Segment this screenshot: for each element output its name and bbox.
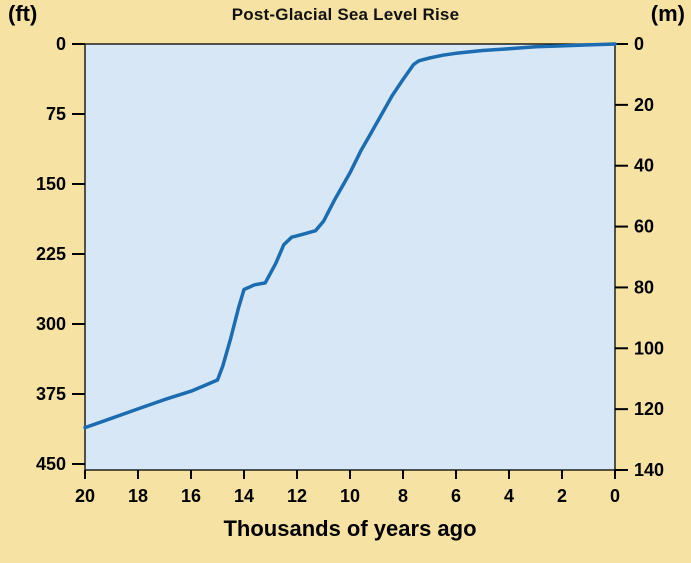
chart-title: Post-Glacial Sea Level Rise [231,5,460,24]
x-axis-tick-label: 8 [398,486,408,506]
left-axis-tick-label: 0 [56,34,66,54]
right-axis-tick-label: 80 [634,277,654,297]
left-axis-tick-label: 375 [36,384,66,404]
right-axis-tick-label: 20 [634,95,654,115]
x-axis-tick-label: 14 [234,486,254,506]
x-axis-tick-label: 4 [504,486,514,506]
right-axis-tick-label: 0 [634,34,644,54]
x-axis-tick-label: 12 [287,486,307,506]
left-axis-tick-label: 75 [46,104,66,124]
right-axis-tick-label: 40 [634,156,654,176]
left-axis-tick-label: 150 [36,174,66,194]
x-axis-label: Thousands of years ago [223,516,477,541]
right-axis-tick-label: 120 [634,399,664,419]
right-axis-unit: (m) [650,1,685,26]
left-axis-tick-label: 300 [36,314,66,334]
left-axis-unit: (ft) [8,1,38,26]
x-axis-tick-label: 0 [610,486,620,506]
left-axis-tick-label: 450 [36,454,66,474]
x-axis-tick-label: 16 [181,486,201,506]
x-axis-tick-label: 6 [451,486,461,506]
right-axis-tick-label: 140 [634,460,664,480]
x-axis-tick-label: 18 [128,486,148,506]
plot-area [84,43,616,471]
x-axis-tick-label: 20 [75,486,95,506]
left-axis-tick-label: 225 [36,244,66,264]
right-axis-tick-label: 100 [634,338,664,358]
right-axis-tick-label: 60 [634,217,654,237]
x-axis-tick-label: 10 [340,486,360,506]
x-axis-tick-label: 2 [557,486,567,506]
sea-level-line [83,42,617,430]
